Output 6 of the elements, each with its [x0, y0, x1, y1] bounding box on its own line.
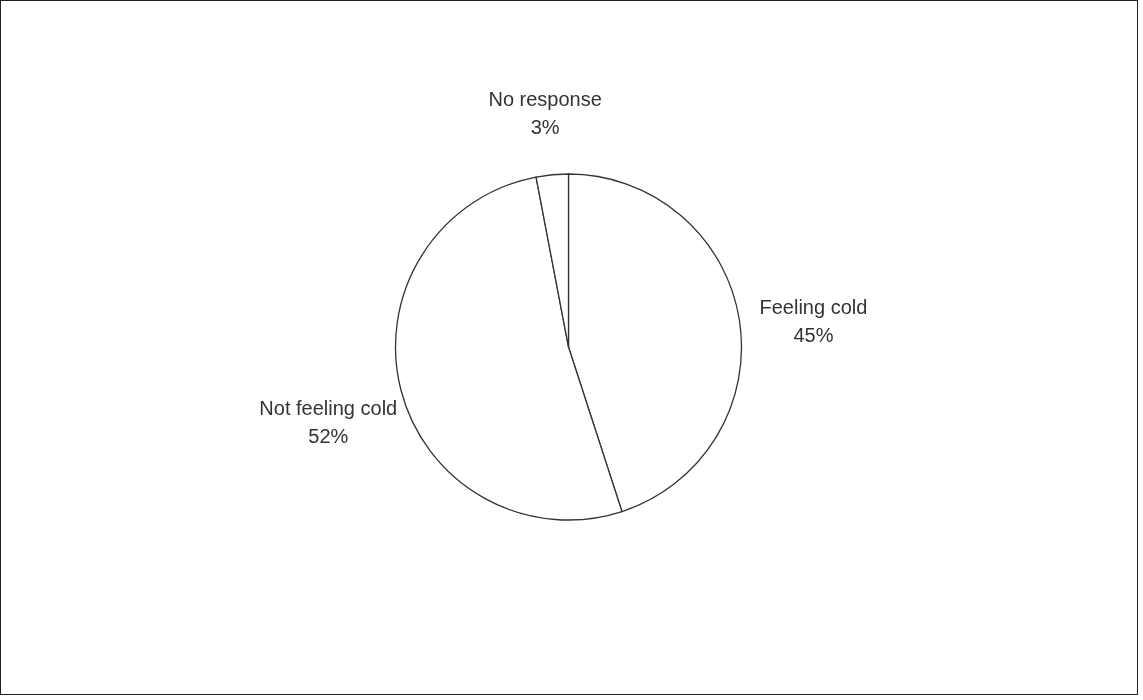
- slice-label: Not feeling cold: [259, 396, 398, 419]
- data-label: 45%: [793, 324, 834, 347]
- slice-label: Feeling cold: [759, 296, 868, 319]
- data-label: 3%: [530, 116, 560, 139]
- data-label: 52%: [308, 424, 349, 447]
- slice-label: No response: [488, 88, 602, 111]
